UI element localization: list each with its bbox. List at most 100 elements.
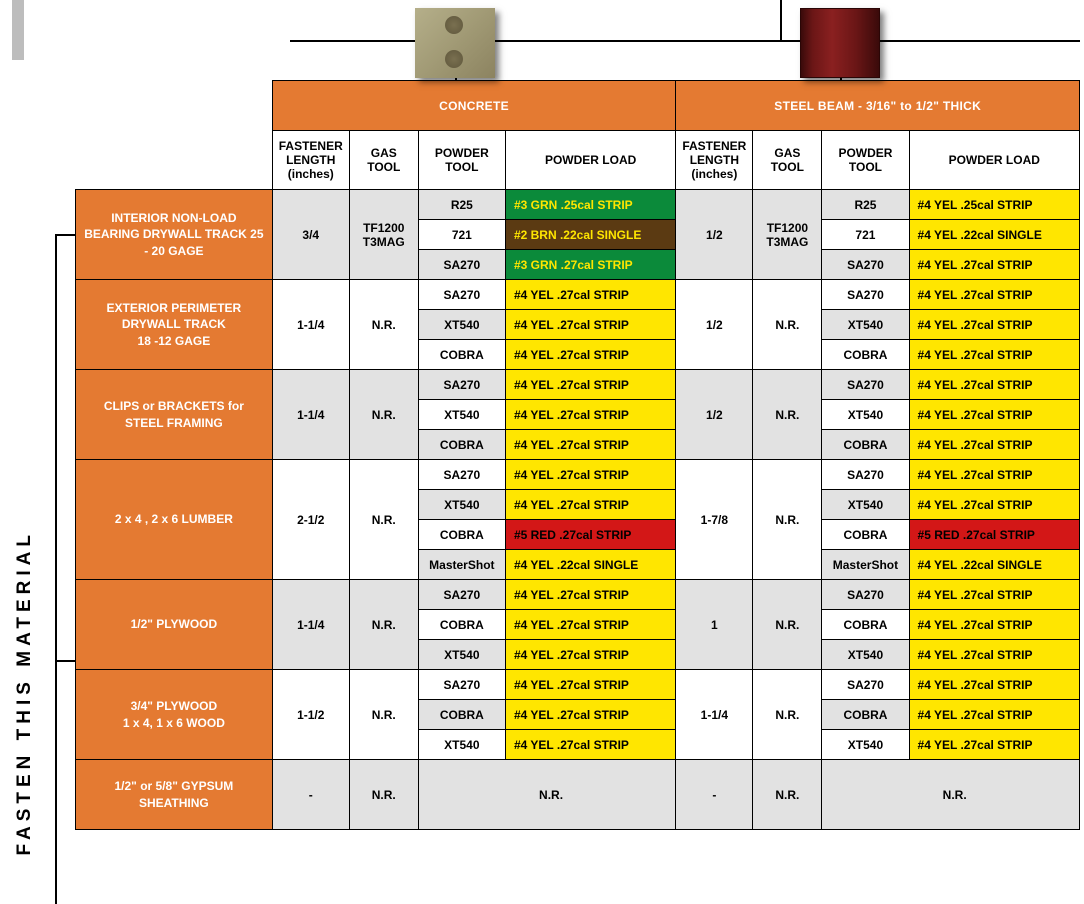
steel-header: STEEL BEAM - 3/16" to 1/2" THICK [676,81,1080,131]
powder-load-value: #2 BRN .22cal SINGLE [505,220,675,250]
fastener-length-value: 1 [676,580,753,670]
row-label: 2 x 4 , 2 x 6 LUMBER [76,460,273,580]
powder-load-value: #4 YEL .27cal STRIP [909,370,1079,400]
powder-tool-value: SA270 [822,580,909,610]
powder-load-value: #4 YEL .27cal STRIP [505,430,675,460]
col-powder-load: POWDER LOAD [505,131,675,190]
powder-load-value: #4 YEL .27cal STRIP [505,490,675,520]
powder-load-value: #3 GRN .25cal STRIP [505,190,675,220]
powder-load-value: #4 YEL .27cal STRIP [505,670,675,700]
powder-tool-value: COBRA [822,610,909,640]
col-powder-tool: POWDER TOOL [418,131,505,190]
table-row: 3/4" PLYWOOD1 x 4, 1 x 6 WOOD1-1/2N.R.SA… [76,670,1080,700]
side-bracket-line [55,234,57,904]
powder-load-value: #4 YEL .22cal SINGLE [909,220,1079,250]
gas-tool-value: N.R. [349,280,418,370]
powder-tool-value: COBRA [822,340,909,370]
powder-load-value: #4 YEL .27cal STRIP [505,340,675,370]
powder-tool-value: COBRA [418,700,505,730]
powder-load-value: #4 YEL .27cal STRIP [909,490,1079,520]
powder-load-value: #4 YEL .27cal STRIP [909,310,1079,340]
gas-tool-value: N.R. [349,760,418,830]
powder-load-value: #4 YEL .27cal STRIP [505,700,675,730]
gas-tool-value: N.R. [349,580,418,670]
side-vertical-label: FASTEN THIS MATERIAL [14,530,36,856]
powder-tool-value: SA270 [822,280,909,310]
fastener-length-value: - [676,760,753,830]
powder-load-value: #4 YEL .27cal STRIP [505,580,675,610]
gas-tool-value: N.R. [753,370,822,460]
col-powder-load: POWDER LOAD [909,131,1079,190]
connector-line [290,40,1080,42]
powder-tool-value: 721 [418,220,505,250]
powder-load-value: #4 YEL .27cal STRIP [909,730,1079,760]
powder-load-value: #4 YEL .27cal STRIP [909,610,1079,640]
powder-tool-value: SA270 [418,460,505,490]
gas-tool-value: N.R. [349,670,418,760]
row-label: EXTERIOR PERIMETER DRYWALL TRACK18 -12 G… [76,280,273,370]
powder-tool-value: SA270 [418,370,505,400]
powder-load-value: #5 RED .27cal STRIP [909,520,1079,550]
fastener-length-value: 1/2 [676,190,753,280]
col-gas-tool: GAS TOOL [753,131,822,190]
powder-tool-value: COBRA [822,700,909,730]
gas-tool-value: TF1200T3MAG [753,190,822,280]
powder-tool-value: SA270 [822,670,909,700]
powder-tool-value: R25 [418,190,505,220]
powder-tool-value: COBRA [418,430,505,460]
gas-tool-value: N.R. [349,370,418,460]
powder-tool-value: SA270 [418,280,505,310]
powder-tool-value: XT540 [822,400,909,430]
powder-tool-value: XT540 [418,730,505,760]
gas-tool-value: N.R. [349,460,418,580]
powder-tool-value: XT540 [822,640,909,670]
powder-tool-value: R25 [822,190,909,220]
powder-load-value: #4 YEL .27cal STRIP [505,640,675,670]
powder-load-value: #4 YEL .27cal STRIP [505,610,675,640]
fastener-length-value: 1-1/4 [272,580,349,670]
row-label: 1/2" or 5/8" GYPSUM SHEATHING [76,760,273,830]
powder-tool-value: COBRA [418,340,505,370]
powder-tool-value: SA270 [418,250,505,280]
gas-tool-value: N.R. [753,760,822,830]
connector-line [290,40,292,42]
powder-tool-value: MasterShot [418,550,505,580]
gas-tool-value: N.R. [753,280,822,370]
fastener-selection-table: CONCRETE STEEL BEAM - 3/16" to 1/2" THIC… [75,80,1080,830]
powder-tool-value: COBRA [822,430,909,460]
powder-load-value: #4 YEL .27cal STRIP [505,400,675,430]
fastener-length-value: 1-7/8 [676,460,753,580]
table-row: 1/2" or 5/8" GYPSUM SHEATHING-N.R.N.R.-N… [76,760,1080,830]
powder-load-value: #4 YEL .27cal STRIP [505,280,675,310]
powder-tool-value: SA270 [822,250,909,280]
powder-load-value: #4 YEL .27cal STRIP [909,580,1079,610]
powder-load-value: #4 YEL .27cal STRIP [909,670,1079,700]
gas-tool-value: TF1200T3MAG [349,190,418,280]
powder-load-value: #4 YEL .27cal STRIP [909,430,1079,460]
fastener-length-value: 3/4 [272,190,349,280]
powder-tool-value: MasterShot [822,550,909,580]
side-bracket-tick [55,660,75,662]
table-row: EXTERIOR PERIMETER DRYWALL TRACK18 -12 G… [76,280,1080,310]
fastener-length-value: 1-1/2 [272,670,349,760]
powder-load-value: #4 YEL .22cal SINGLE [909,550,1079,580]
fastener-length-value: 1-1/4 [676,670,753,760]
powder-load-value: #4 YEL .27cal STRIP [505,370,675,400]
col-fastener-length: FASTENERLENGTH(inches) [676,131,753,190]
fastener-length-value: 1-1/4 [272,280,349,370]
powder-tool-value: XT540 [822,310,909,340]
gas-tool-value: N.R. [753,580,822,670]
col-fastener-length: FASTENERLENGTH(inches) [272,131,349,190]
powder-tool-value: COBRA [418,610,505,640]
table-row: 1/2" PLYWOOD1-1/4N.R.SA270#4 YEL .27cal … [76,580,1080,610]
powder-tool-value: XT540 [822,730,909,760]
fastener-length-value: 2-1/2 [272,460,349,580]
col-powder-tool: POWDER TOOL [822,131,909,190]
steel-swatch-icon [800,8,880,78]
gas-tool-value: N.R. [753,460,822,580]
table-row: 2 x 4 , 2 x 6 LUMBER2-1/2N.R.SA270#4 YEL… [76,460,1080,490]
powder-load-value: #5 RED .27cal STRIP [505,520,675,550]
table-row: INTERIOR NON-LOAD BEARING DRYWALL TRACK … [76,190,1080,220]
gas-tool-value: N.R. [753,670,822,760]
powder-load-value: #4 YEL .27cal STRIP [505,460,675,490]
